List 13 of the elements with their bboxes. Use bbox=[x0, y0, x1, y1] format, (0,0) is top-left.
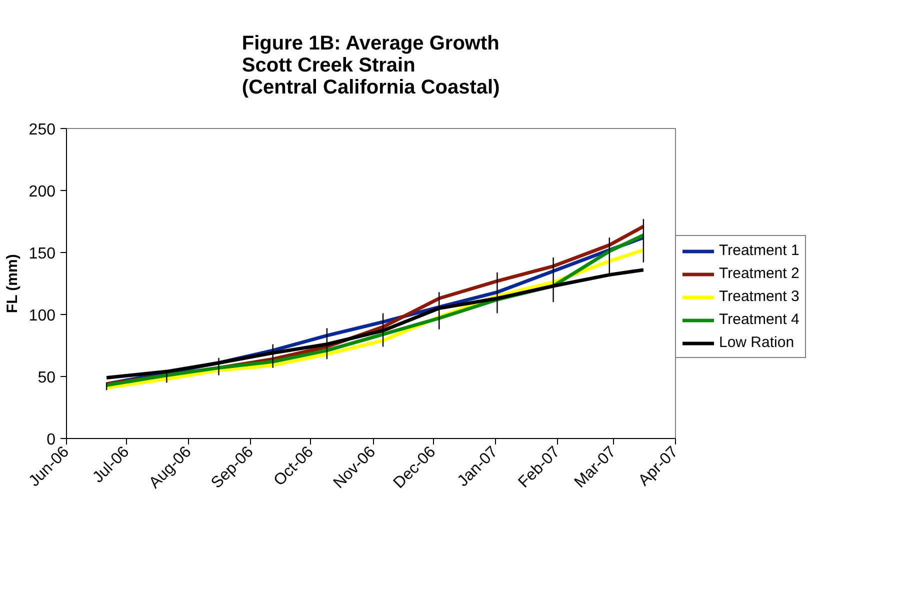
y-axis-title: FL (mm) bbox=[4, 254, 21, 314]
chart-title: Figure 1B: Average Growth Scott Creek Strain (Central California Coastal) bbox=[242, 32, 500, 98]
legend-label: Treatment 4 bbox=[719, 311, 800, 328]
y-tick-label: 0 bbox=[46, 432, 56, 448]
y-tick-label: 150 bbox=[28, 246, 56, 262]
y-tick-label: 50 bbox=[38, 370, 56, 386]
legend-label: Low Ration bbox=[719, 334, 794, 351]
legend-label: Treatment 1 bbox=[719, 242, 800, 259]
y-tick-label: 200 bbox=[28, 184, 56, 200]
y-tick-label: 250 bbox=[28, 122, 56, 138]
legend-label: Treatment 3 bbox=[719, 288, 800, 305]
legend-label: Treatment 2 bbox=[719, 265, 800, 282]
y-tick-label: 100 bbox=[28, 308, 56, 324]
